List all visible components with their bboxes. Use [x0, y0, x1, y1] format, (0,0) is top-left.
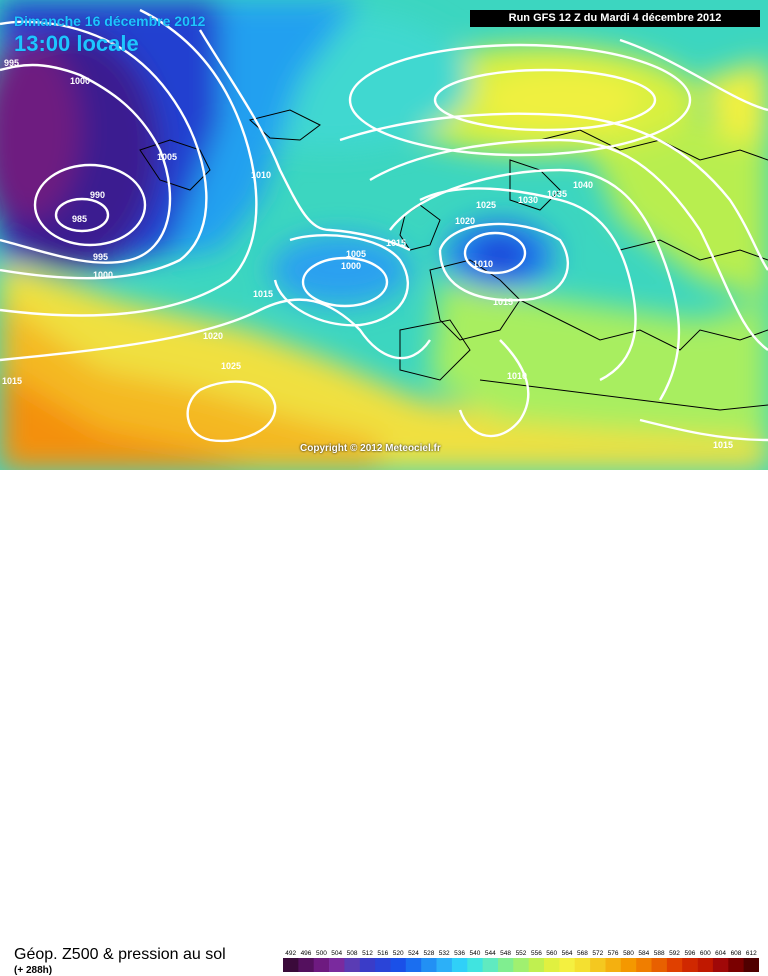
legend-swatch	[283, 958, 299, 972]
forecast-time: 13:00 locale	[14, 31, 139, 56]
legend-tick-label: 524	[408, 950, 419, 957]
legend-swatch	[467, 958, 483, 972]
footer-panel: Géop. Z500 & pression au sol (+ 288h) 49…	[0, 470, 768, 976]
legend-swatch	[482, 958, 499, 972]
isobar-label: 1025	[221, 361, 241, 371]
legend-swatch	[344, 958, 361, 972]
legend-tick-label: 596	[684, 950, 695, 957]
legend-swatch	[728, 958, 744, 972]
legend-tick-label: 520	[393, 950, 404, 957]
legend-tick-label: 540	[469, 950, 480, 957]
legend-swatch	[436, 958, 453, 972]
legend-tick-label: 572	[592, 950, 603, 957]
legend-swatch	[513, 958, 529, 972]
legend-swatch	[574, 958, 591, 972]
legend-swatch	[712, 958, 729, 972]
forecast-date: Dimanche 16 décembre 2012	[14, 13, 206, 29]
legend-tick-label: 504	[331, 950, 342, 957]
isobar-label: 990	[90, 190, 105, 200]
isobar-labels: 995 1000 1005 990 985 995 1000 1010 1015…	[2, 58, 733, 450]
pressure-map: 995 1000 1005 990 985 995 1000 1010 1015…	[0, 0, 768, 470]
legend-swatch	[544, 958, 560, 972]
isobar-label: 1040	[573, 180, 593, 190]
legend-swatch	[498, 958, 514, 972]
legend-tick-label: 508	[347, 950, 358, 957]
isobar-label: 1020	[203, 331, 223, 341]
legend-swatch	[590, 958, 606, 972]
legend-swatch	[298, 958, 315, 972]
legend-tick-label: 552	[516, 950, 527, 957]
isobar-label: 1000	[70, 76, 90, 86]
legend-tick-label: 612	[746, 950, 757, 957]
legend-tick-label: 544	[485, 950, 496, 957]
legend-swatch	[666, 958, 683, 972]
isobar-label: 1035	[547, 189, 567, 199]
legend-tick-label: 600	[700, 950, 711, 957]
legend-swatch	[375, 958, 391, 972]
legend-swatch	[421, 958, 437, 972]
legend-swatch	[528, 958, 545, 972]
legend-swatch	[451, 958, 468, 972]
isobar-label: 1005	[157, 152, 177, 162]
legend-tick-label: 580	[623, 950, 634, 957]
legend-tick-label: 608	[731, 950, 742, 957]
isobar-label: 1010	[251, 170, 271, 180]
legend-swatch	[559, 958, 576, 972]
legend-swatch	[605, 958, 622, 972]
isobar-label: 995	[4, 58, 19, 68]
isobar-label: 1020	[455, 216, 475, 226]
legend-swatch	[636, 958, 652, 972]
isobar-label: 1025	[476, 200, 496, 210]
isobar-label: 1015	[386, 238, 406, 248]
legend-tick-label: 496	[301, 950, 312, 957]
legend-tick-label: 576	[608, 950, 619, 957]
legend-tick-label: 604	[715, 950, 726, 957]
isobar-label: 1030	[518, 195, 538, 205]
isobar-label: 1015	[493, 297, 513, 307]
map-title: Géop. Z500 & pression au sol	[14, 946, 226, 963]
legend-tick-label: 568	[577, 950, 588, 957]
legend-tick-label: 532	[439, 950, 450, 957]
isobar-label: 1010	[473, 259, 493, 269]
legend-swatch	[405, 958, 422, 972]
legend-swatch	[743, 958, 759, 972]
legend-tick-label: 528	[423, 950, 434, 957]
copyright-notice: Copyright © 2012 Meteociel.fr	[300, 443, 441, 454]
legend-swatch	[682, 958, 698, 972]
legend-swatch	[329, 958, 345, 972]
isobar-label: 1015	[2, 376, 22, 386]
legend-swatch	[359, 958, 376, 972]
legend-swatch	[313, 958, 330, 972]
isobar-label: 1015	[253, 289, 273, 299]
isobar-label: 1015	[713, 440, 733, 450]
color-scale-legend: 492 496 500 504 508 512 516 520 524 528 532 536 540 5…	[283, 950, 759, 972]
isobar-label: 1000	[93, 270, 113, 280]
legend-tick-label: 588	[654, 950, 665, 957]
legend-tick-label: 592	[669, 950, 680, 957]
legend-swatch	[390, 958, 407, 972]
isobar-label: 1000	[341, 261, 361, 271]
legend-tick-label: 512	[362, 950, 373, 957]
legend-swatch	[651, 958, 668, 972]
legend-tick-label: 516	[377, 950, 388, 957]
legend-tick-label: 564	[562, 950, 573, 957]
isobar-label: 1010	[507, 371, 527, 381]
legend-tick-label: 560	[546, 950, 557, 957]
isobar-label: 985	[72, 214, 87, 224]
legend-tick-label: 548	[500, 950, 511, 957]
isobars	[0, 8, 768, 443]
legend-tick-label: 500	[316, 950, 327, 957]
legend-tick-label: 584	[638, 950, 649, 957]
legend-tick-label: 492	[285, 950, 296, 957]
isobar-label: 995	[93, 252, 108, 262]
legend-swatch	[620, 958, 637, 972]
model-run-label: Run GFS 12 Z du Mardi 4 décembre 2012	[470, 10, 760, 27]
legend-tick-label: 556	[531, 950, 542, 957]
isobar-label: 1005	[346, 249, 366, 259]
legend-swatch	[697, 958, 714, 972]
legend-tick-label: 536	[454, 950, 465, 957]
forecast-hour: (+ 288h)	[14, 965, 53, 976]
